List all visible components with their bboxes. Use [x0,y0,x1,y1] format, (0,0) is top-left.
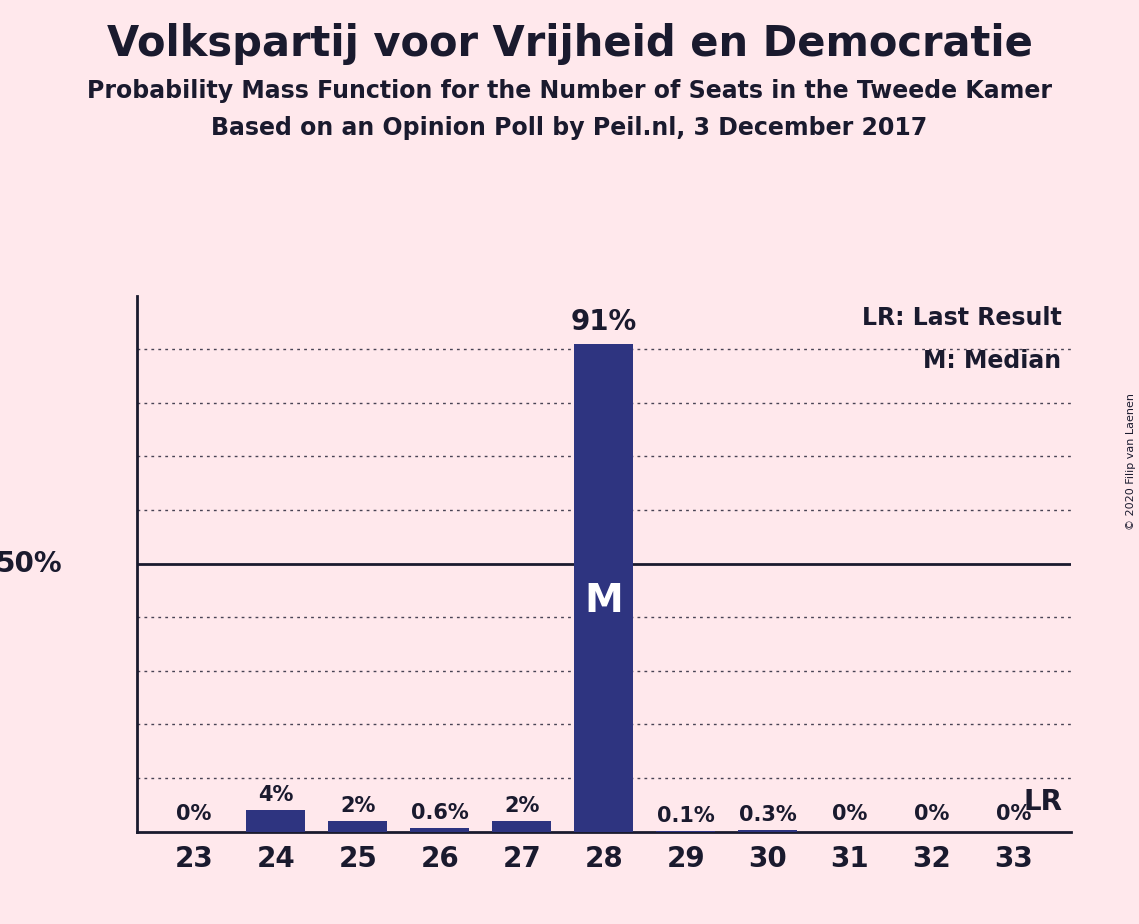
Text: 0%: 0% [913,804,949,823]
Text: © 2020 Filip van Laenen: © 2020 Filip van Laenen [1126,394,1136,530]
Bar [328,821,387,832]
Text: Probability Mass Function for the Number of Seats in the Tweede Kamer: Probability Mass Function for the Number… [87,79,1052,103]
Text: 4%: 4% [259,784,294,805]
Bar [492,821,551,832]
Bar [574,344,633,832]
Text: 2%: 2% [505,796,540,816]
Text: M: Median: M: Median [924,349,1062,373]
Text: 0.1%: 0.1% [657,806,714,826]
Text: 2%: 2% [341,796,376,816]
Text: Based on an Opinion Poll by Peil.nl, 3 December 2017: Based on an Opinion Poll by Peil.nl, 3 D… [212,116,927,140]
Text: 0%: 0% [831,804,867,823]
Text: Volkspartij voor Vrijheid en Democratie: Volkspartij voor Vrijheid en Democratie [107,23,1032,65]
Text: LR: Last Result: LR: Last Result [861,307,1062,331]
Text: 0.6%: 0.6% [411,803,468,823]
Text: 91%: 91% [571,308,637,336]
Text: 50%: 50% [0,550,62,578]
Bar [246,810,305,832]
Bar [738,830,797,832]
Text: 0%: 0% [995,804,1031,823]
Text: 0%: 0% [177,804,212,823]
Text: 0.3%: 0.3% [739,805,796,824]
Bar [410,829,469,832]
Text: LR: LR [1024,788,1063,816]
Text: M: M [584,582,623,620]
